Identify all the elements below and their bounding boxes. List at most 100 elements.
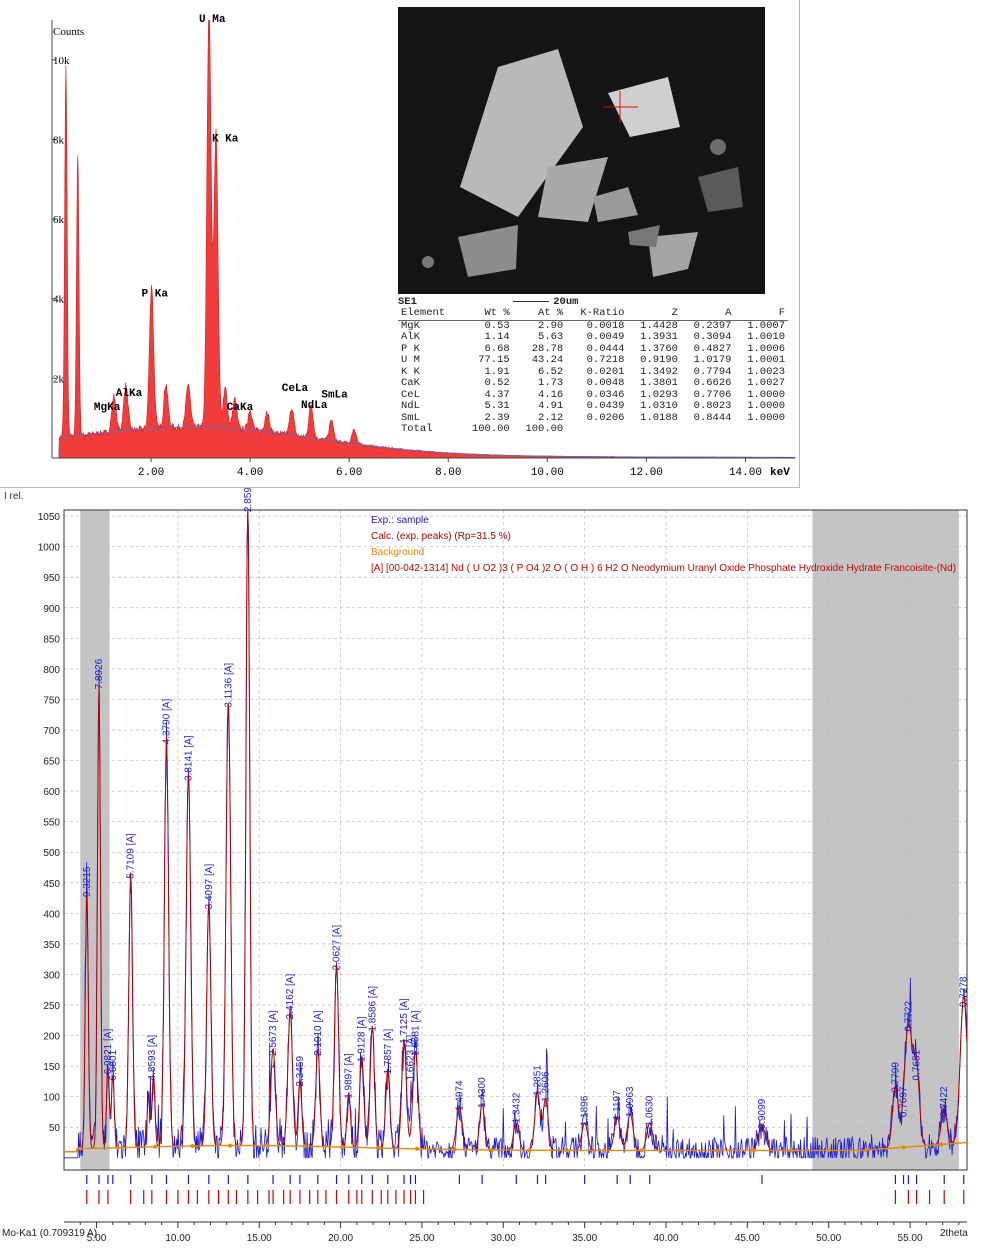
eds-table-header-cell: A <box>680 307 735 321</box>
xrd-x-tick-label: 55.00 <box>898 1233 923 1244</box>
xrd-peak-label: 2.1910 [A] <box>313 1010 324 1056</box>
eds-table-cell: MgK <box>401 319 420 332</box>
eds-spectrum-panel: Counts keV 2.00 4.00 6.00 8.00 10.00 12.00 14.… <box>0 0 800 488</box>
eds-table-cell: AlK <box>401 331 420 343</box>
eds-table-cell: 77.15 <box>478 354 510 366</box>
eds-peak-label: MgKa <box>94 402 121 414</box>
xrd-peak-label: 9.3215 <box>82 866 93 897</box>
eds-table-row: Total 100.00 100.00 <box>398 423 788 436</box>
eds-table-cell: 100.00 <box>471 423 510 435</box>
eds-table-cell: 28.78 <box>531 342 564 355</box>
xrd-peak-label: 4.3790 [A] <box>162 699 173 745</box>
xrd-peak-label: 3.1136 [A] <box>223 663 234 708</box>
eds-table-header-cell: F <box>734 307 788 321</box>
eds-table-cell: 1.3801 <box>640 377 678 389</box>
xrd-peak-label: 0.7422 <box>939 1086 950 1117</box>
xrd-x-tick-label: 10.00 <box>165 1233 190 1244</box>
eds-table-header-cell: Z <box>627 307 681 321</box>
xrd-peak-label: 0.7722 <box>903 1001 914 1032</box>
xrd-peak-label: 0.9099 <box>757 1098 768 1129</box>
eds-peak-label: NdLa <box>301 400 328 412</box>
eds-table-header-cell: K-Ratio <box>566 307 628 321</box>
xrd-y-tick-label: 1050 <box>38 512 61 523</box>
eds-table-cell <box>627 424 681 436</box>
eds-x-tick-label: 4.00 <box>237 467 263 479</box>
xrd-y-tick-label: 250 <box>43 1001 60 1012</box>
xrd-wavelength-label: Mo-Ka1 (0.709319 A) <box>2 1228 97 1239</box>
eds-table-header-row: Element Wt % At % K-Ratio Z A F <box>398 307 788 321</box>
eds-table-header-cell: At % <box>512 307 567 321</box>
eds-table-cell: 0.52 <box>484 377 510 389</box>
xrd-peak-label: 2.3459 <box>295 1056 306 1087</box>
eds-table-cell: 4.91 <box>538 400 564 412</box>
eds-table-cell <box>566 424 627 436</box>
xrd-background-point <box>340 1145 345 1150</box>
xrd-y-tick-label: 300 <box>43 970 60 981</box>
eds-table-cell: 0.53 <box>484 319 510 332</box>
eds-table-cell: 1.0310 <box>640 400 678 412</box>
eds-x-tick-label: 6.00 <box>336 467 362 479</box>
eds-table-cell <box>681 424 735 436</box>
xrd-pattern-chart: I rel. 50 100 150 200 250 300 350 400 450 500 550 6… <box>2 466 970 1244</box>
xrd-peak-label: 1.4300 <box>477 1077 488 1108</box>
xrd-y-tick-label: 50 <box>49 1123 61 1134</box>
eds-table-cell: 1.4428 <box>640 319 678 332</box>
xrd-y-tick-label: 750 <box>43 695 60 706</box>
xrd-background-point <box>751 1148 756 1153</box>
eds-peak-label: U Ma <box>199 14 226 26</box>
eds-y-tick-label: 4k <box>53 294 65 306</box>
eds-table-cell: 2.90 <box>538 319 564 332</box>
xrd-peak-label: 0.7651 <box>912 1049 923 1080</box>
eds-table-cell: 6.68 <box>484 342 510 355</box>
eds-table-row: NdL 5.31 4.91 0.0439 1.0310 0.8023 1.0000 <box>398 400 788 413</box>
xrd-peak-label: 1.0963 <box>625 1086 636 1117</box>
xrd-background-point <box>452 1147 457 1152</box>
xrd-peak-label: 1.7857 [A] <box>383 1029 394 1075</box>
eds-table-cell: 0.0444 <box>586 342 625 355</box>
eds-peak-label: CeLa <box>282 383 309 395</box>
eds-peak-label: P Ka <box>142 289 169 301</box>
eds-peak-label: CaKa <box>227 402 254 414</box>
xrd-y-tick-label: 800 <box>43 665 60 676</box>
xrd-background-point <box>377 1146 382 1151</box>
xrd-peak-label: 1.9128 [A] <box>357 1016 368 1062</box>
xrd-peak-label: 5.7109 [A] <box>126 833 137 879</box>
xrd-y-tick-label: 600 <box>43 787 60 798</box>
eds-table: Element Wt % At % K-Ratio Z A F MgK 0.53 2.90 0.0… <box>398 307 788 436</box>
eds-table-cell: 1.3931 <box>640 331 678 343</box>
xrd-peak-label: 4.8593 [A] <box>147 1035 158 1081</box>
xrd-background-point <box>789 1148 794 1153</box>
xrd-background-point <box>115 1145 120 1150</box>
eds-table-cell: CeL <box>401 388 420 401</box>
xrd-y-tick-label: 1000 <box>38 543 61 554</box>
eds-table-cell: 0.0018 <box>586 319 625 332</box>
eds-table-cell: 1.14 <box>484 331 510 343</box>
xrd-excluded-region <box>812 510 959 1170</box>
xrd-y-label: I rel. <box>4 491 23 502</box>
sem-image-label: SE1 <box>398 296 417 308</box>
xrd-peak-label: 1.1896 <box>580 1095 591 1126</box>
xrd-peak-label: 3.8141 [A] <box>183 735 194 781</box>
xrd-background-point <box>864 1148 869 1153</box>
xrd-background-point <box>901 1145 906 1150</box>
xrd-background-point <box>78 1146 83 1151</box>
xrd-background-point <box>489 1147 494 1152</box>
eds-table-cell: U M <box>401 354 420 366</box>
eds-table-cell: 1.0179 <box>693 354 732 366</box>
eds-table-cell: 1.0027 <box>747 377 785 389</box>
xrd-background-point <box>527 1148 532 1153</box>
eds-table-cell: 43.24 <box>531 354 564 366</box>
xrd-peak-label: 2.5673 [A] <box>268 1010 279 1056</box>
eds-y-label: Counts <box>53 26 84 38</box>
eds-x-tick-label: 2.00 <box>138 467 164 479</box>
xrd-background-point <box>265 1143 270 1148</box>
eds-y-tick-label: 10k <box>53 55 70 67</box>
scale-bar <box>513 300 550 302</box>
eds-table-cell: 0.0048 <box>586 377 625 389</box>
sem-micrograph <box>398 7 765 294</box>
eds-table-cell: 1.0006 <box>747 342 785 355</box>
xrd-background-point <box>602 1148 607 1153</box>
eds-table-cell: 0.0346 <box>586 388 625 401</box>
eds-table-cell: 1.0000 <box>747 400 785 412</box>
xrd-peak-label: 6.6801 <box>108 1049 119 1080</box>
